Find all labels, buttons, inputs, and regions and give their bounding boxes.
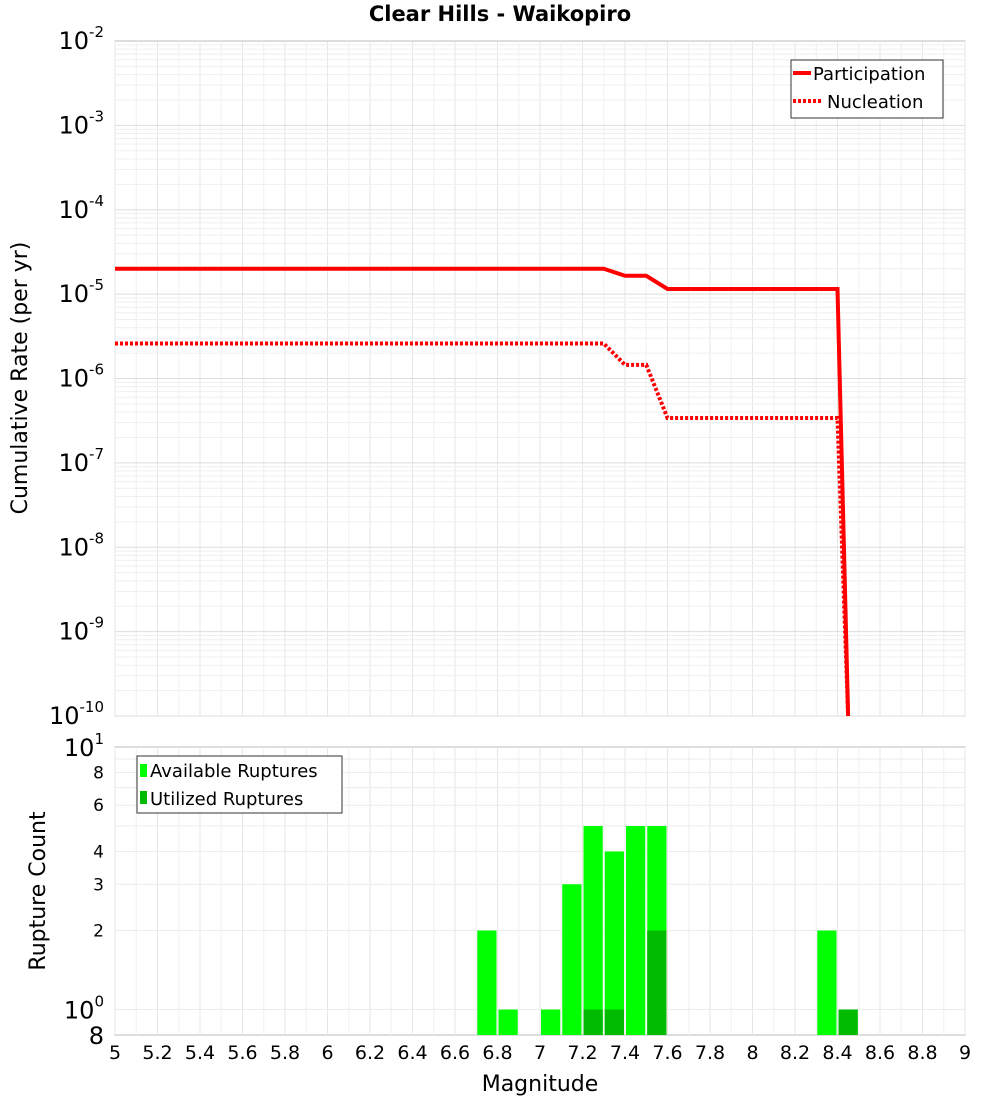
rate-panel: 10-2 10-3 10-4 10-5 10-6 10-7 10-8 10-9 10-10 Cu… (8, 23, 966, 730)
x-tick-label: 7.6 (652, 1042, 682, 1064)
rate-y-tick-label: 10-6 (58, 361, 104, 393)
chart-title: Clear Hills - Waikopiro (368, 2, 632, 26)
x-tick-label: 6 (321, 1042, 333, 1064)
x-tick-label: 8.4 (822, 1042, 852, 1064)
count-y-tick-label: 6 (93, 796, 104, 816)
series-participation (115, 266, 851, 717)
x-tick-label: 8.8 (907, 1042, 937, 1064)
bar-available-ruptures (583, 826, 603, 1035)
legend-available-swatch (140, 764, 147, 777)
x-tick-label: 7.2 (567, 1042, 597, 1064)
bar-utilized-ruptures (604, 1009, 624, 1035)
x-tick-label: 5 (109, 1042, 121, 1064)
count-legend: Available Ruptures Utilized Ruptures (136, 755, 343, 814)
bar-utilized-ruptures (838, 1009, 858, 1035)
count-y-tick-label: 4 (93, 842, 104, 862)
x-tick-label: 7 (534, 1042, 546, 1064)
legend-available-label: Available Ruptures (150, 761, 318, 782)
legend-nucleation-label: Nucleation (827, 92, 923, 113)
count-y-tick-label: 100 (64, 993, 104, 1025)
rate-legend-box (790, 59, 944, 119)
bar-available-ruptures (562, 884, 582, 1035)
x-tick-label: 7.4 (610, 1042, 640, 1064)
rate-y-axis-label: Cumulative Rate (per yr) (8, 242, 33, 515)
x-tick-label: 5.8 (270, 1042, 300, 1064)
legend-participation-label: Participation (813, 64, 925, 85)
x-tick-label: 6.8 (482, 1042, 512, 1064)
rate-y-tick-label: 10-2 (58, 23, 104, 55)
rate-y-ticks: 10-2 10-3 10-4 10-5 10-6 10-7 10-8 10-9 10-10 (49, 23, 104, 730)
rate-series (115, 266, 851, 717)
bar-available-ruptures (604, 851, 624, 1035)
rate-y-tick-label: 10-10 (49, 698, 104, 730)
x-axis-label: Magnitude (482, 1072, 599, 1097)
count-y-tick-label: 8 (93, 763, 104, 783)
bar-available-ruptures (817, 930, 837, 1035)
series-nucleation (115, 341, 851, 717)
rate-legend: Participation Nucleation (790, 59, 944, 119)
count-y-tick-label: 8 (89, 1022, 104, 1050)
legend-utilized-label: Utilized Ruptures (150, 789, 303, 810)
bar-available-ruptures (626, 826, 646, 1035)
rate-y-tick-label: 10-7 (58, 445, 104, 477)
bar-available-ruptures (477, 930, 497, 1035)
bar-available-ruptures (541, 1009, 561, 1035)
count-x-ticks: 5 5.2 5.4 5.6 5.8 6 6.2 6.4 6.6 6.8 7 7.2 7.4 7.6 7.8 8… (109, 1042, 971, 1064)
count-y-axis-label: Rupture Count (26, 811, 51, 971)
x-tick-label: 7.8 (695, 1042, 725, 1064)
bar-available-ruptures (498, 1009, 518, 1035)
x-tick-label: 5.6 (227, 1042, 257, 1064)
rate-y-tick-label: 10-9 (58, 614, 104, 646)
legend-utilized-swatch (140, 791, 147, 804)
x-tick-label: 8.2 (780, 1042, 810, 1064)
count-y-tick-label: 101 (64, 730, 104, 762)
count-y-tick-label: 2 (93, 922, 104, 942)
rate-y-tick-label: 10-4 (58, 192, 104, 224)
x-tick-label: 8 (746, 1042, 758, 1064)
x-tick-label: 6.2 (355, 1042, 385, 1064)
bar-utilized-ruptures (647, 930, 667, 1035)
rate-y-tick-label: 10-8 (58, 529, 104, 561)
rate-y-tick-label: 10-3 (58, 107, 104, 139)
count-bars (477, 826, 858, 1035)
rate-grid (114, 41, 966, 717)
x-tick-label: 5.2 (142, 1042, 172, 1064)
x-tick-label: 6.4 (397, 1042, 427, 1064)
bar-utilized-ruptures (583, 1009, 603, 1035)
rate-y-tick-label: 10-5 (58, 276, 104, 308)
count-legend-box (136, 755, 343, 814)
x-tick-label: 8.6 (865, 1042, 895, 1064)
x-tick-label: 9 (959, 1042, 971, 1064)
x-tick-label: 5.4 (185, 1042, 215, 1064)
count-y-tick-label: 3 (93, 875, 104, 895)
x-tick-label: 6.6 (440, 1042, 470, 1064)
